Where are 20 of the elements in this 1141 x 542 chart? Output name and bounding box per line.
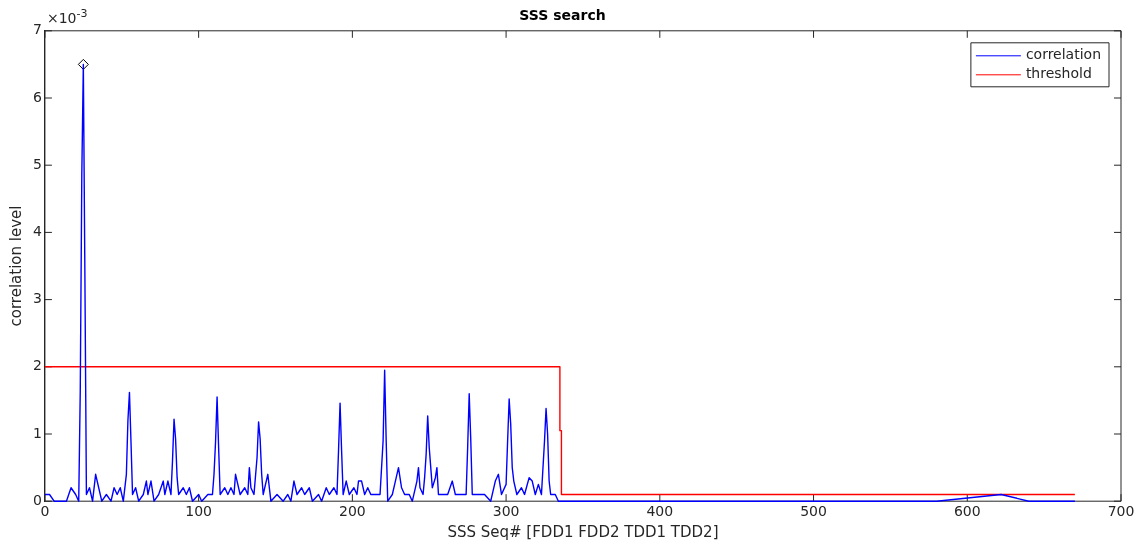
y-tick-label: 2: [32, 357, 42, 374]
x-tick-label: 600: [953, 503, 981, 520]
y-tick-label: 5: [32, 155, 42, 172]
y-tick-label: 3: [32, 290, 42, 307]
legend-label: threshold: [1025, 65, 1092, 82]
y-tick-label: 6: [32, 88, 42, 105]
x-tick-label: 700: [1107, 503, 1135, 520]
x-tick-label: 500: [800, 503, 827, 520]
x-tick-label: 400: [646, 503, 674, 520]
y-axis-title: correlation level: [6, 205, 25, 327]
y-tick-label: 0: [32, 491, 42, 508]
x-axis-title: SSS Seq# [FDD1 FDD2 TDD1 TDD2]: [447, 522, 719, 541]
y-tick-label: 1: [32, 424, 42, 441]
x-tick-label: 200: [339, 503, 366, 520]
x-tick-label: 100: [185, 503, 212, 520]
y-tick-label: 4: [32, 223, 42, 240]
legend-label: correlation: [1025, 46, 1101, 63]
chart-title: SSS search: [519, 7, 606, 24]
y-tick-label: 7: [32, 21, 42, 38]
x-tick-label: 300: [492, 503, 520, 520]
